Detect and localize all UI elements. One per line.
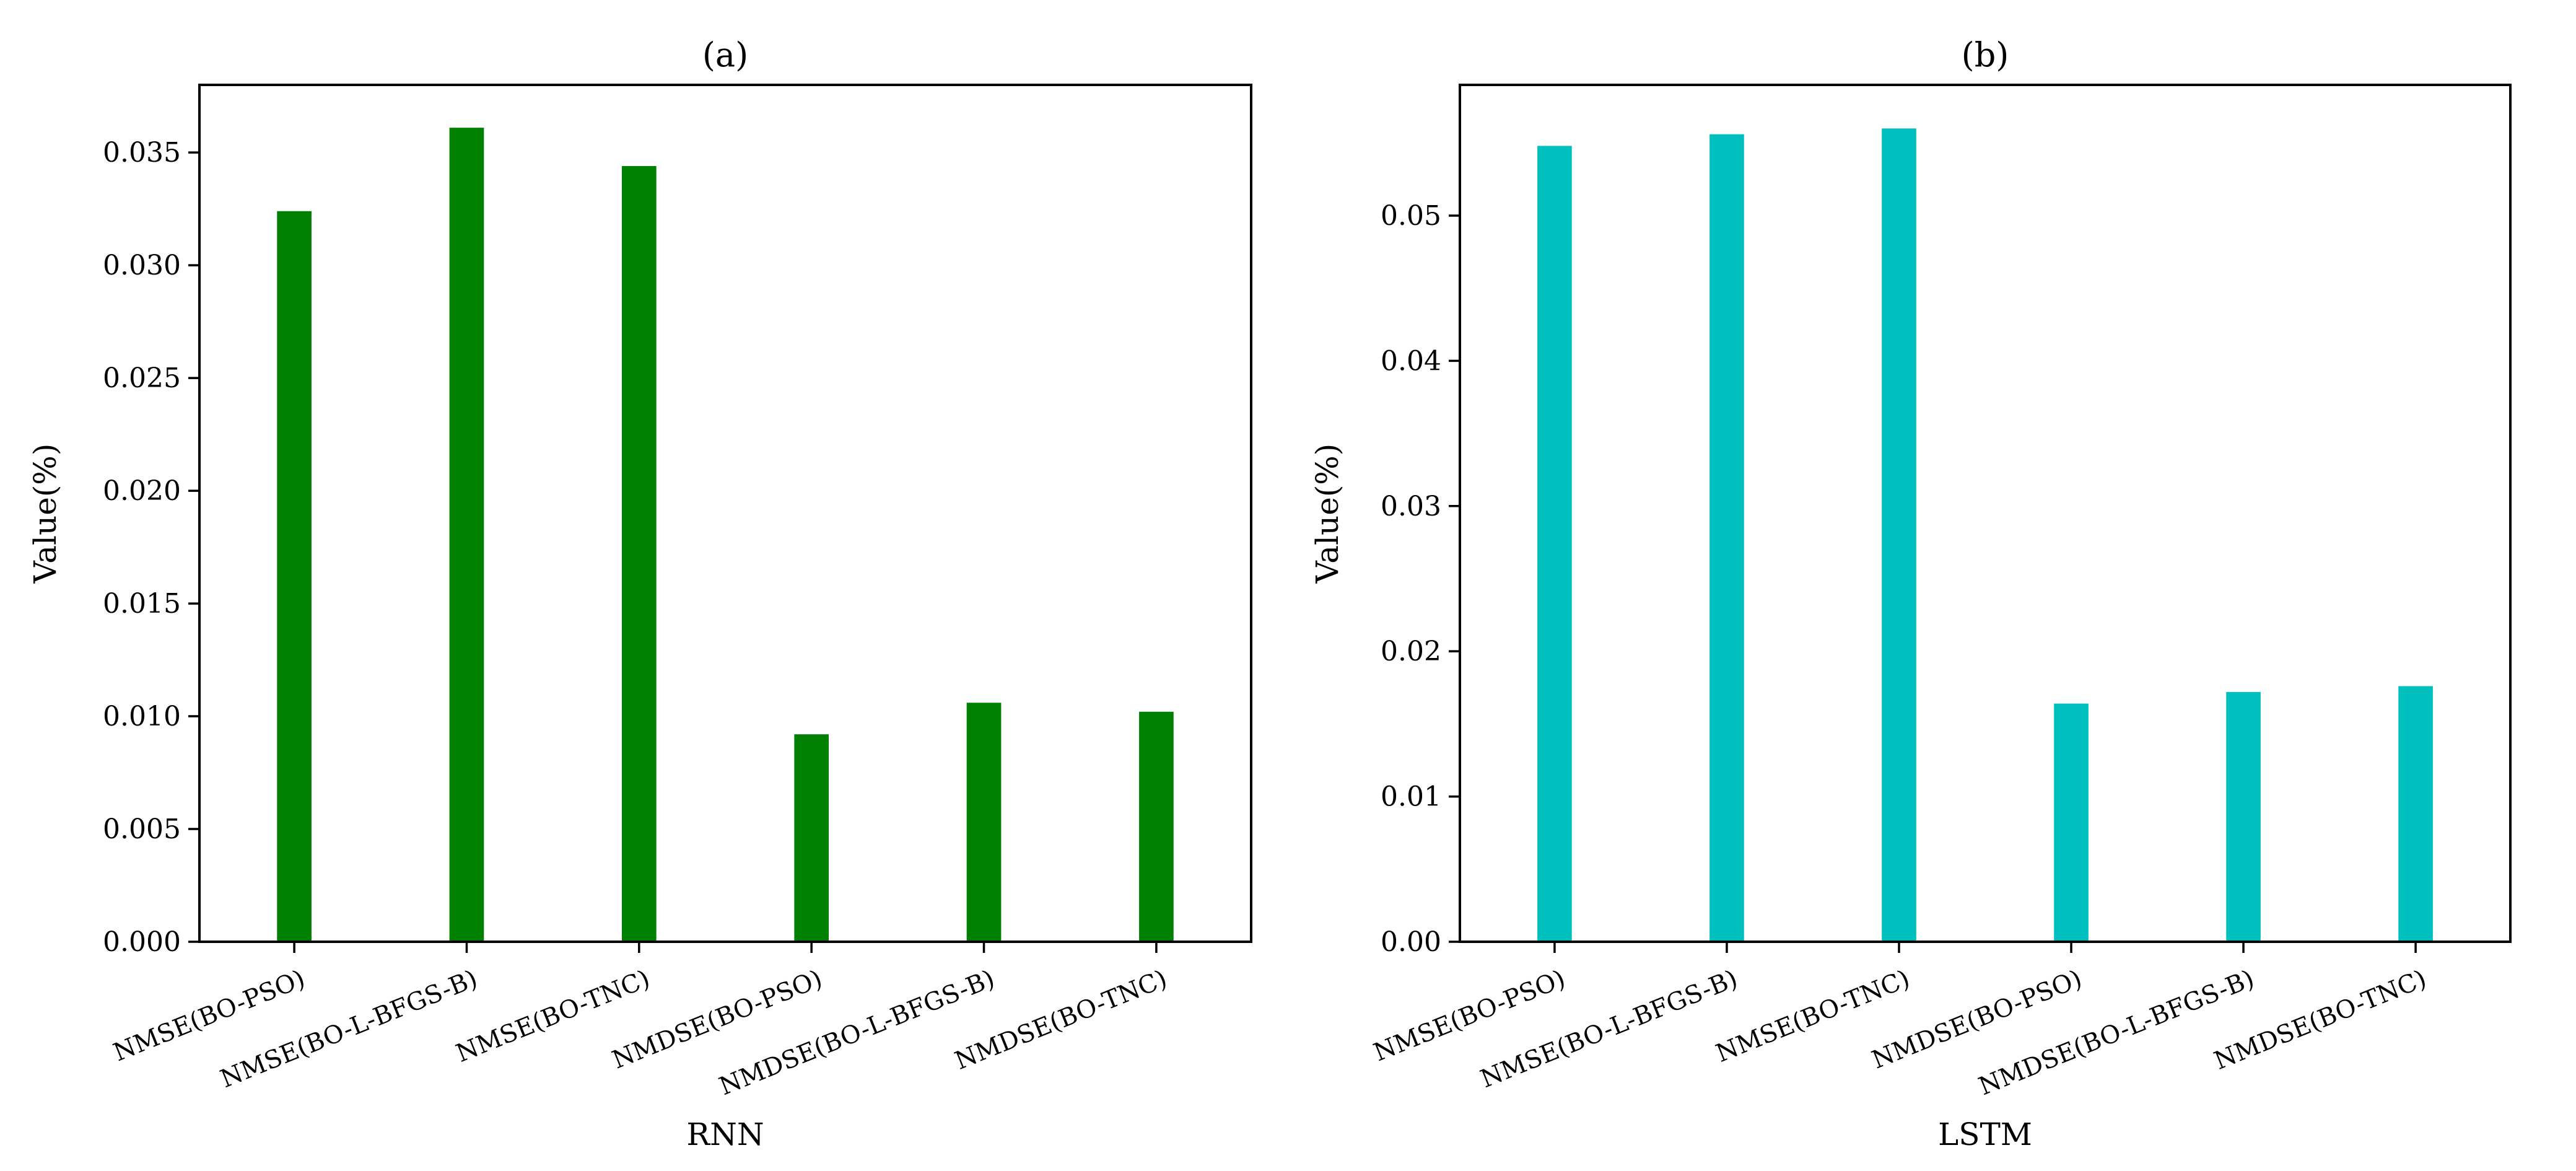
y-tick-label: 0.025 bbox=[103, 362, 181, 394]
y-tick-label: 0.035 bbox=[103, 137, 181, 169]
chart-panel-a: 0.000 0.005 0.010 0.015 0.020 0.025 0.030 0.035… bbox=[27, 35, 1252, 1152]
bar-3 bbox=[794, 734, 829, 942]
x-tick-label: NMDSE(BO-L-BFGS-B) bbox=[715, 965, 998, 1101]
y-tick-label: 0.05 bbox=[1381, 200, 1441, 232]
bar-2 bbox=[1882, 128, 1916, 942]
bar-0 bbox=[1537, 146, 1572, 942]
bar-0 bbox=[277, 211, 312, 942]
y-tick-label: 0.020 bbox=[103, 475, 181, 507]
bar-5 bbox=[1139, 711, 1174, 942]
y-tick-label: 0.005 bbox=[103, 814, 181, 845]
bar-4 bbox=[2226, 691, 2261, 942]
y-tick-label: 0.00 bbox=[1381, 926, 1441, 958]
chart-title: (b) bbox=[1962, 35, 2009, 74]
y-tick-label: 0.01 bbox=[1381, 781, 1441, 813]
y-tick-label: 0.03 bbox=[1381, 491, 1441, 522]
plot-frame bbox=[1459, 84, 2512, 943]
y-axis-label: Value(%) bbox=[1309, 444, 1345, 584]
y-tick-label: 0.02 bbox=[1381, 636, 1441, 667]
bar-2 bbox=[621, 166, 657, 942]
y-tick-label: 0.015 bbox=[103, 588, 181, 620]
plot-frame bbox=[198, 84, 1252, 943]
x-axis-label: RNN bbox=[686, 1116, 764, 1152]
bar-1 bbox=[1709, 134, 1744, 942]
bar-5 bbox=[2398, 686, 2433, 942]
bar-1 bbox=[449, 128, 484, 942]
x-axis-label: LSTM bbox=[1938, 1116, 2032, 1152]
y-tick-label: 0.010 bbox=[103, 701, 181, 732]
y-tick-label: 0.04 bbox=[1381, 345, 1441, 377]
y-tick-label: 0.030 bbox=[103, 250, 181, 281]
chart-title: (a) bbox=[702, 35, 748, 74]
y-axis-label: Value(%) bbox=[27, 444, 63, 584]
chart-panel-b: 0.000.010.020.030.040.05NMSE(BO-PSO)NMSE… bbox=[1309, 35, 2512, 1152]
x-tick-label: NMDSE(BO-L-BFGS-B) bbox=[1975, 965, 2258, 1101]
bar-4 bbox=[966, 703, 1002, 942]
bar-3 bbox=[2054, 703, 2089, 942]
y-tick-label: 0.000 bbox=[103, 926, 181, 958]
